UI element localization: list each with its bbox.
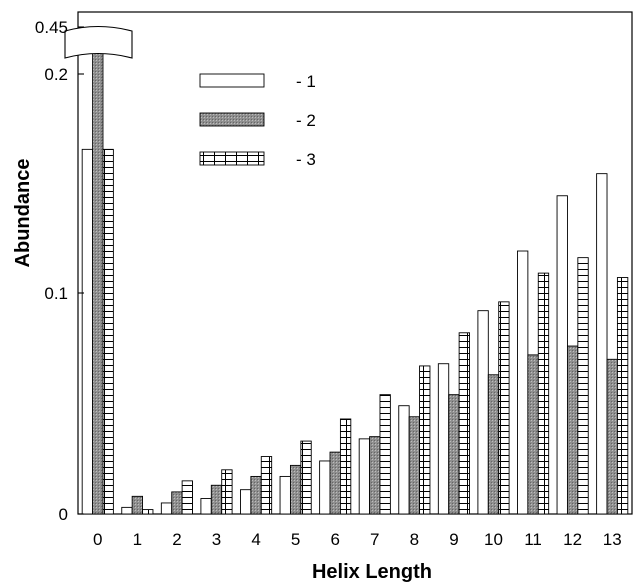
- y-tick-label-0: 0: [59, 505, 68, 524]
- bar-series-1-cat-8: [398, 405, 410, 515]
- bar-series-2-cat-9: [448, 394, 460, 515]
- x-tick-label-6: 6: [330, 530, 339, 549]
- legend-label-1: - 1: [296, 72, 316, 91]
- bar-series-1-cat-10: [477, 310, 489, 515]
- bars-group: [81, 26, 629, 515]
- bar-series-1-cat-2: [160, 502, 173, 515]
- bar-series-3-cat-7: [379, 394, 391, 515]
- bar-series-2-cat-4: [250, 475, 262, 515]
- plot-frame: [77, 11, 633, 515]
- x-tick-label-10: 10: [484, 530, 503, 549]
- x-tick-label-1: 1: [133, 530, 142, 549]
- bar-series-1-cat-1: [121, 506, 133, 515]
- bar-series-2-cat-6: [329, 451, 341, 515]
- bar-series-1-cat-11: [517, 250, 529, 515]
- y-tick-label-0.1: 0.1: [44, 284, 68, 303]
- x-tick-label-8: 8: [410, 530, 419, 549]
- bar-series-1-cat-0: [81, 148, 94, 515]
- bar-series-3-cat-5: [300, 440, 312, 515]
- bar-series-3-cat-1: [142, 509, 154, 515]
- x-tick-label-0: 0: [93, 530, 102, 549]
- bar-series-3-cat-10: [498, 301, 510, 515]
- x-tick-label-2: 2: [172, 530, 181, 549]
- legend-swatch-3: [199, 151, 265, 166]
- legend-swatch-2: [199, 112, 265, 127]
- bar-series-2-cat-0: [92, 26, 104, 515]
- legend: - 1 - 2 - 3: [199, 72, 316, 169]
- bar-series-2-cat-13: [606, 358, 618, 515]
- bar-series-3-cat-13: [616, 277, 629, 515]
- bar-series-3-cat-3: [221, 469, 233, 515]
- x-tick-label-5: 5: [291, 530, 300, 549]
- bar-series-1-cat-5: [279, 475, 291, 515]
- bar-series-2-cat-8: [408, 416, 421, 515]
- bar-series-2-cat-2: [171, 491, 183, 515]
- x-tick-label-9: 9: [449, 530, 458, 549]
- legend-label-3: - 3: [296, 150, 316, 169]
- bar-series-1-cat-3: [200, 498, 212, 515]
- bar-series-3-cat-6: [339, 418, 352, 515]
- bar-series-2-cat-3: [210, 484, 223, 515]
- x-tick-label-4: 4: [251, 530, 260, 549]
- legend-swatch-1: [199, 73, 265, 88]
- bar-series-1-cat-6: [319, 460, 331, 515]
- bar-series-2-cat-12: [566, 345, 579, 515]
- y-tick-label-0.45: 0.45: [35, 18, 68, 37]
- bar-series-3-cat-11: [537, 272, 550, 515]
- x-tick-label-7: 7: [370, 530, 379, 549]
- x-tick-label-13: 13: [603, 530, 622, 549]
- bar-series-1-cat-4: [240, 489, 252, 515]
- bar-series-1-cat-9: [437, 363, 450, 515]
- x-tick-label-11: 11: [524, 530, 542, 549]
- bar-series-3-cat-12: [577, 257, 589, 515]
- x-axis-title: Helix Length: [312, 561, 432, 583]
- bar-series-2-cat-7: [369, 436, 381, 515]
- y-tick-label-0.2: 0.2: [44, 65, 68, 84]
- bar-series-2-cat-11: [527, 354, 539, 515]
- bar-series-3-cat-4: [260, 456, 273, 515]
- axis-break-symbol: [64, 26, 133, 59]
- bar-series-3-cat-0: [102, 148, 114, 515]
- bar-series-1-cat-7: [358, 438, 371, 515]
- bar-series-2-cat-5: [289, 464, 302, 515]
- x-tick-label-3: 3: [212, 530, 221, 549]
- bar-series-3-cat-9: [458, 332, 470, 515]
- bar-series-1-cat-12: [556, 195, 568, 515]
- bar-series-3-cat-8: [419, 365, 431, 515]
- y-axis-title: Abundance: [12, 159, 34, 268]
- bar-series-3-cat-2: [181, 480, 193, 515]
- bar-series-2-cat-10: [487, 374, 500, 515]
- legend-label-2: - 2: [296, 111, 316, 130]
- bar-series-1-cat-13: [596, 173, 608, 515]
- bar-series-2-cat-1: [131, 495, 144, 515]
- plot-area: [77, 11, 633, 515]
- x-tick-label-12: 12: [563, 530, 582, 549]
